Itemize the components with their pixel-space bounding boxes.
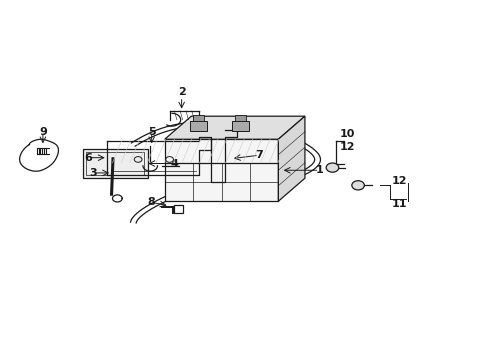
Text: 1: 1 <box>315 165 323 175</box>
Text: 7: 7 <box>255 150 263 160</box>
Circle shape <box>325 163 338 172</box>
FancyBboxPatch shape <box>189 121 207 131</box>
Bar <box>86 152 143 175</box>
Text: 6: 6 <box>84 153 92 163</box>
Text: 12: 12 <box>339 142 354 152</box>
FancyBboxPatch shape <box>193 115 203 121</box>
Text: 4: 4 <box>170 158 178 168</box>
Text: 9: 9 <box>39 127 47 137</box>
Text: 12: 12 <box>391 176 407 186</box>
Circle shape <box>351 181 364 190</box>
Polygon shape <box>164 116 305 139</box>
Text: 8: 8 <box>147 197 155 207</box>
Text: 5: 5 <box>147 127 155 137</box>
Text: 3: 3 <box>89 168 97 178</box>
Polygon shape <box>278 116 305 201</box>
Bar <box>174 205 182 213</box>
Text: 2: 2 <box>178 87 185 97</box>
Text: 10: 10 <box>339 129 354 139</box>
FancyBboxPatch shape <box>235 115 245 121</box>
Text: 11: 11 <box>391 199 407 209</box>
Bar <box>164 139 278 201</box>
FancyBboxPatch shape <box>231 121 249 131</box>
Bar <box>82 149 147 178</box>
